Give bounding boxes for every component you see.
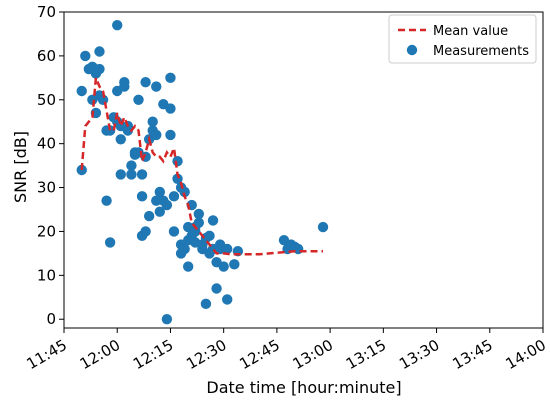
- measurement-point: [165, 129, 176, 141]
- measurement-point: [161, 199, 173, 211]
- measurement-point: [165, 72, 176, 84]
- measurement-point: [207, 215, 219, 226]
- y-tick-label: 60: [37, 47, 56, 65]
- measurement-point: [154, 206, 165, 217]
- y-tick-label: 30: [37, 179, 56, 197]
- measurement-point: [126, 160, 137, 171]
- x-tick-label: 12:30: [183, 336, 229, 373]
- measurement-point: [151, 129, 162, 141]
- y-tick-label: 20: [37, 222, 56, 240]
- x-tick-label: 14:00: [503, 336, 549, 373]
- legend-mean-label: Mean value: [433, 24, 508, 39]
- measurement-point: [193, 208, 205, 220]
- measurement-point: [112, 19, 123, 31]
- measurement-point: [143, 210, 155, 222]
- mean-value-line: [80, 77, 323, 256]
- x-tick-label: 11:45: [24, 336, 70, 373]
- measurement-point: [165, 103, 176, 114]
- x-tick-label: 13:00: [290, 336, 336, 373]
- measurement-point: [154, 186, 165, 198]
- measurement-point: [190, 226, 201, 237]
- legend-measurements-label: Measurements: [433, 44, 529, 59]
- measurement-point: [200, 298, 212, 310]
- measurement-point: [193, 217, 205, 228]
- measurement-point: [172, 173, 183, 184]
- x-tick-label: 13:15: [343, 336, 389, 373]
- measurement-point: [136, 169, 148, 180]
- y-tick-label: 50: [37, 91, 56, 109]
- measurement-point: [122, 125, 134, 136]
- y-axis-label: SNR [dB]: [11, 131, 30, 203]
- measurement-point: [126, 169, 137, 180]
- y-tick-label: 70: [37, 3, 56, 21]
- x-tick-label: 13:30: [396, 336, 442, 373]
- measurement-point: [179, 243, 190, 255]
- measurement-point: [317, 221, 329, 233]
- y-tick-label: 10: [37, 266, 56, 284]
- measurement-point: [161, 314, 173, 325]
- measurement-point: [179, 186, 190, 198]
- x-tick-label: 12:45: [236, 336, 282, 373]
- measurement-point: [94, 46, 105, 57]
- x-tick-label: 12:15: [130, 336, 176, 373]
- measurement-point: [101, 195, 112, 206]
- y-axis-ticks: 0 10 20 30 40 50 60 70: [37, 3, 64, 328]
- x-tick-label: 12:00: [77, 336, 123, 373]
- legend-measurements-marker: [406, 44, 418, 56]
- measurement-point: [292, 243, 304, 255]
- measurement-point: [104, 125, 116, 136]
- measurement-point: [104, 237, 116, 248]
- measurement-point: [172, 156, 183, 167]
- measurement-point: [229, 259, 240, 270]
- x-axis-ticks: 11:45 12:00 12:15 12:30 12:45 13:00 13:15 13:30…: [24, 328, 549, 373]
- measurement-point: [140, 226, 151, 237]
- measurement-point: [218, 261, 229, 272]
- y-tick-label: 0: [46, 310, 56, 328]
- measurement-point: [76, 85, 87, 97]
- measurement-point: [133, 94, 144, 105]
- measurement-point: [168, 226, 180, 237]
- measurement-point: [147, 116, 158, 127]
- x-axis-label: Date time [hour:minute]: [206, 378, 401, 397]
- measurement-point: [140, 77, 151, 88]
- legend-box: [388, 14, 537, 64]
- measurement-point: [94, 63, 105, 75]
- measurement-point: [115, 169, 126, 180]
- measurement-point: [115, 134, 126, 145]
- legend: Mean value Measurements: [388, 14, 537, 64]
- measurement-point: [168, 191, 180, 202]
- measurement-point: [222, 294, 233, 305]
- x-tick-label: 13:45: [449, 336, 495, 373]
- measurement-point: [222, 243, 233, 255]
- measurement-point: [119, 77, 130, 88]
- plot-frame: [63, 11, 544, 329]
- measurement-point: [182, 261, 194, 272]
- measurement-point: [211, 283, 222, 294]
- y-tick-label: 40: [37, 135, 56, 153]
- measurement-point: [204, 230, 215, 242]
- measurement-point: [136, 191, 148, 202]
- plot-marks: [76, 19, 329, 325]
- measurement-point: [80, 50, 91, 62]
- measurement-point: [151, 81, 162, 92]
